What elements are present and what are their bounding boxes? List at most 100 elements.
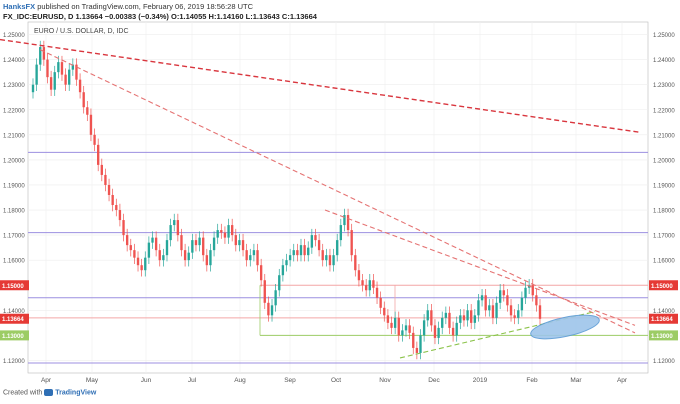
y-tick-label-right: 1.23000	[653, 83, 675, 89]
candle-body	[317, 240, 321, 251]
candle-body	[256, 250, 259, 266]
y-tick-label-left: 1.21000	[3, 133, 25, 139]
candle-body	[100, 164, 103, 175]
y-tick-label-left: 1.19000	[3, 183, 25, 189]
candle-body	[498, 290, 502, 303]
candle-body	[285, 260, 288, 266]
candle-body	[520, 297, 524, 311]
x-tick-label: 2019	[473, 377, 488, 384]
y-tick-label-left: 1.14000	[3, 309, 25, 315]
candle-body	[212, 237, 216, 251]
candle-body	[506, 295, 509, 306]
candle-body	[491, 305, 495, 318]
trendline	[0, 38, 641, 134]
candle-body	[339, 225, 342, 241]
candle-body	[263, 280, 266, 303]
candle-body	[35, 64, 38, 85]
candle-body	[502, 290, 505, 296]
y-tick-label-right: 1.18000	[653, 209, 675, 215]
candle-body	[151, 237, 154, 243]
candle-body	[136, 257, 140, 266]
candle-body	[107, 184, 111, 195]
candle-body	[194, 240, 198, 246]
candle-body	[419, 335, 422, 353]
candle-body	[180, 235, 183, 251]
candle-body	[473, 315, 476, 323]
y-tick-label-right: 1.24000	[653, 58, 675, 64]
resistance-price-tag-right-bg	[649, 280, 678, 291]
candle-body	[361, 280, 364, 286]
candle-body	[238, 240, 241, 246]
candle-body	[354, 255, 357, 271]
candle-body	[408, 325, 411, 333]
candle-body	[93, 134, 96, 145]
created-with-text: Created with	[3, 389, 43, 397]
trendline	[39, 49, 636, 334]
x-tick-label: Mar	[570, 377, 582, 384]
candle-body	[97, 144, 100, 165]
candle-body	[169, 225, 172, 241]
candle-body	[321, 250, 324, 261]
y-tick-label-right: 1.17000	[653, 234, 675, 240]
y-tick-label-right: 1.20000	[653, 158, 675, 164]
candle-body	[125, 235, 129, 246]
candle-body	[513, 315, 516, 318]
resistance-price-tag-left-text: 1.15000	[2, 284, 24, 290]
candle-body	[39, 47, 42, 65]
candle-body	[227, 225, 230, 238]
candle-body	[176, 220, 180, 236]
candle-body	[122, 220, 125, 236]
candle-body	[462, 315, 466, 321]
candle-body	[173, 220, 176, 226]
current-price-tag-left-bg	[0, 313, 29, 324]
candle-body	[191, 240, 194, 253]
candle-body	[368, 280, 371, 291]
candle-body	[57, 62, 60, 73]
y-tick-label-left: 1.18000	[3, 209, 25, 215]
candle-body	[357, 270, 361, 281]
candle-body	[509, 305, 513, 316]
candle-body	[488, 305, 491, 311]
candle-body	[158, 250, 161, 261]
candle-body	[336, 240, 339, 256]
candle-body	[477, 300, 480, 316]
candle-body	[78, 79, 82, 93]
candle-body	[448, 312, 451, 328]
y-tick-label-left: 1.20000	[3, 158, 25, 164]
candle-body	[202, 237, 205, 256]
y-tick-label-right: 1.14000	[653, 309, 675, 315]
author-link[interactable]: HanksFX	[3, 2, 36, 11]
candle-body	[104, 174, 107, 185]
candle-body	[524, 287, 527, 298]
current-price-tag-right-text: 1.13664	[651, 317, 673, 323]
candle-body	[187, 252, 190, 261]
candle-body	[71, 64, 75, 70]
candle-body	[303, 245, 306, 256]
candle-body	[31, 84, 35, 93]
candle-body	[451, 327, 455, 336]
candle-body	[364, 285, 368, 291]
y-tick-label-right: 1.16000	[653, 259, 675, 265]
candle-body	[86, 107, 89, 115]
candle-body	[299, 245, 303, 256]
publish-text: published on TradingView.com, February 0…	[35, 2, 254, 11]
candle-body	[111, 194, 114, 206]
candle-body	[390, 322, 393, 328]
candle-body	[325, 255, 328, 261]
y-tick-label-left: 1.23000	[3, 83, 25, 89]
support-price-tag-right-bg	[649, 330, 678, 341]
candle-body	[220, 230, 223, 233]
candle-body	[53, 72, 56, 90]
y-tick-label-left: 1.22000	[3, 108, 25, 114]
candle-body	[183, 250, 187, 261]
candle-body	[278, 275, 281, 291]
candle-body	[133, 250, 136, 258]
x-tick-label: Jul	[188, 377, 197, 384]
candle-body	[307, 247, 310, 256]
candle-body	[129, 245, 132, 251]
candle-body	[480, 295, 484, 301]
tradingview-logo-icon	[44, 389, 54, 396]
x-tick-label: Sep	[284, 377, 296, 384]
candle-body	[64, 74, 67, 85]
